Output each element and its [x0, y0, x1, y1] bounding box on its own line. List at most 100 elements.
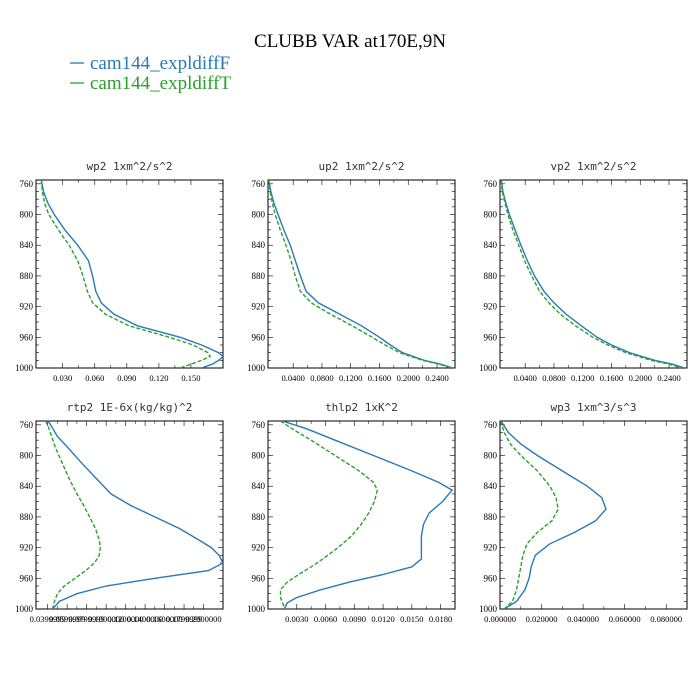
x-tick-label: 0.2000000: [185, 614, 221, 624]
x-tick-label: 0.090: [117, 373, 136, 383]
plot-frame: [499, 179, 688, 369]
y-tick-label: 800: [484, 210, 498, 220]
series-line-1: [500, 180, 686, 368]
y-tick-label: 800: [484, 451, 498, 461]
series-line-2: [279, 421, 379, 609]
legend: cam144_expldiffF cam144_expldiffT: [70, 53, 231, 94]
chart-panel-4: rtp2 1E-6x(kg/kg)^2 760 800 840 880 920 960 100…: [15, 401, 224, 624]
y-tick-label: 960: [484, 573, 498, 583]
x-tick-label: 0.0800: [542, 373, 565, 383]
y-tick-label: 920: [20, 543, 34, 553]
panel-title: wp2 1xm^2/s^2: [86, 160, 172, 173]
y-tick-label: 920: [484, 302, 498, 312]
x-tick-label: 0.0799999: [69, 614, 105, 624]
plot-frame: [267, 420, 456, 610]
x-tick-label: 0.1600000: [147, 614, 183, 624]
y-tick-label: 760: [484, 420, 498, 430]
x-tick-label: 0.0030: [285, 614, 308, 624]
y-tick-label: 1000: [479, 604, 498, 614]
chart-panels: wp2 1xm^2/s^2 760 800 840 880 920 960 1000 0.030…: [15, 160, 688, 624]
x-tick-label: 0.1200000: [108, 614, 144, 624]
series-line-1: [268, 180, 454, 368]
chart-panel-5: thlp2 1xK^2 760 800 840 880 920 960 1000 0.0030 0…: [247, 401, 456, 624]
y-tick-label: 920: [252, 543, 266, 553]
series-line-1: [500, 421, 607, 609]
y-tick-label: 920: [252, 302, 266, 312]
x-tick-label: 0.0400: [281, 373, 304, 383]
y-tick-label: 840: [484, 481, 498, 491]
y-tick-label: 800: [252, 210, 266, 220]
y-tick-label: 800: [20, 210, 34, 220]
panel-title: rtp2 1E-6x(kg/kg)^2: [67, 401, 193, 414]
x-tick-label: 0.0599999: [49, 614, 85, 624]
series-line-2: [40, 180, 212, 368]
y-tick-label: 920: [20, 302, 34, 312]
y-tick-label: 800: [252, 451, 266, 461]
panel-title: up2 1xm^2/s^2: [318, 160, 404, 173]
x-tick-label: 0.1000000: [88, 614, 124, 624]
x-tick-label: 0.1200: [339, 373, 362, 383]
x-tick-label: 0.0400: [513, 373, 536, 383]
x-tick-label: 0.080000: [650, 614, 682, 624]
series-line-2: [500, 180, 683, 368]
x-tick-label: 0.0060: [314, 614, 337, 624]
y-tick-label: 1000: [15, 604, 34, 614]
x-tick-label: 0.1799999: [166, 614, 202, 624]
y-tick-label: 1000: [247, 363, 266, 373]
x-tick-label: 0.0180: [429, 614, 452, 624]
legend-label-1: cam144_expldiffF: [90, 53, 230, 74]
x-tick-label: 0.1200: [571, 373, 594, 383]
y-tick-label: 880: [252, 271, 266, 281]
figure-title: CLUBB VAR at170E,9N: [254, 31, 446, 52]
y-tick-label: 840: [484, 240, 498, 250]
x-tick-label: 0.0800: [310, 373, 333, 383]
chart-panel-3: vp2 1xm^2/s^2 760 800 840 880 920 960 1000 0.040…: [479, 160, 688, 383]
series-line-1: [282, 421, 454, 609]
x-tick-label: 0.2400: [657, 373, 680, 383]
x-tick-label: 0.0090: [343, 614, 366, 624]
x-tick-label: 0.040000: [567, 614, 599, 624]
y-tick-label: 880: [20, 271, 34, 281]
legend-label-2: cam144_expldiffT: [90, 73, 231, 94]
y-tick-label: 1000: [15, 363, 34, 373]
x-tick-label: 0.2400: [425, 373, 448, 383]
plot-frame: [35, 420, 224, 610]
series-line-1: [40, 180, 223, 368]
x-tick-label: 0.150: [181, 373, 200, 383]
x-tick-label: 0.0120: [371, 614, 394, 624]
x-tick-label: 0.000000: [484, 614, 516, 624]
y-tick-label: 840: [20, 240, 34, 250]
y-tick-label: 960: [484, 332, 498, 342]
x-tick-label: 0.120: [149, 373, 168, 383]
y-tick-label: 760: [484, 179, 498, 189]
y-tick-label: 760: [20, 179, 34, 189]
plot-frame: [267, 179, 456, 369]
x-tick-label: 0.2000: [629, 373, 652, 383]
panel-title: vp2 1xm^2/s^2: [550, 160, 636, 173]
y-tick-label: 840: [252, 481, 266, 491]
x-tick-label: 0.1600: [600, 373, 623, 383]
y-tick-label: 960: [252, 332, 266, 342]
y-tick-label: 1000: [479, 363, 498, 373]
y-tick-label: 960: [20, 573, 34, 583]
x-tick-label: 0.060000: [609, 614, 641, 624]
x-tick-label: 0.0399999: [30, 614, 66, 624]
y-tick-label: 880: [484, 271, 498, 281]
y-tick-label: 800: [20, 451, 34, 461]
x-tick-label: 0.1400000: [127, 614, 163, 624]
x-tick-label: 0.1600: [368, 373, 391, 383]
panel-title: thlp2 1xK^2: [325, 401, 398, 414]
y-tick-label: 920: [484, 543, 498, 553]
y-tick-label: 840: [252, 240, 266, 250]
x-tick-label: 0.030: [53, 373, 72, 383]
chart-panel-2: up2 1xm^2/s^2 760 800 840 880 920 960 1000 0.040…: [247, 160, 456, 383]
plot-frame: [499, 420, 688, 610]
plot-frame: [35, 179, 224, 369]
y-tick-label: 960: [252, 573, 266, 583]
x-tick-label: 0.2000: [397, 373, 420, 383]
series-line-2: [500, 421, 559, 609]
legend-entry-2: cam144_expldiffT: [70, 73, 231, 94]
x-tick-label: 0.020000: [526, 614, 558, 624]
y-tick-label: 880: [20, 512, 34, 522]
